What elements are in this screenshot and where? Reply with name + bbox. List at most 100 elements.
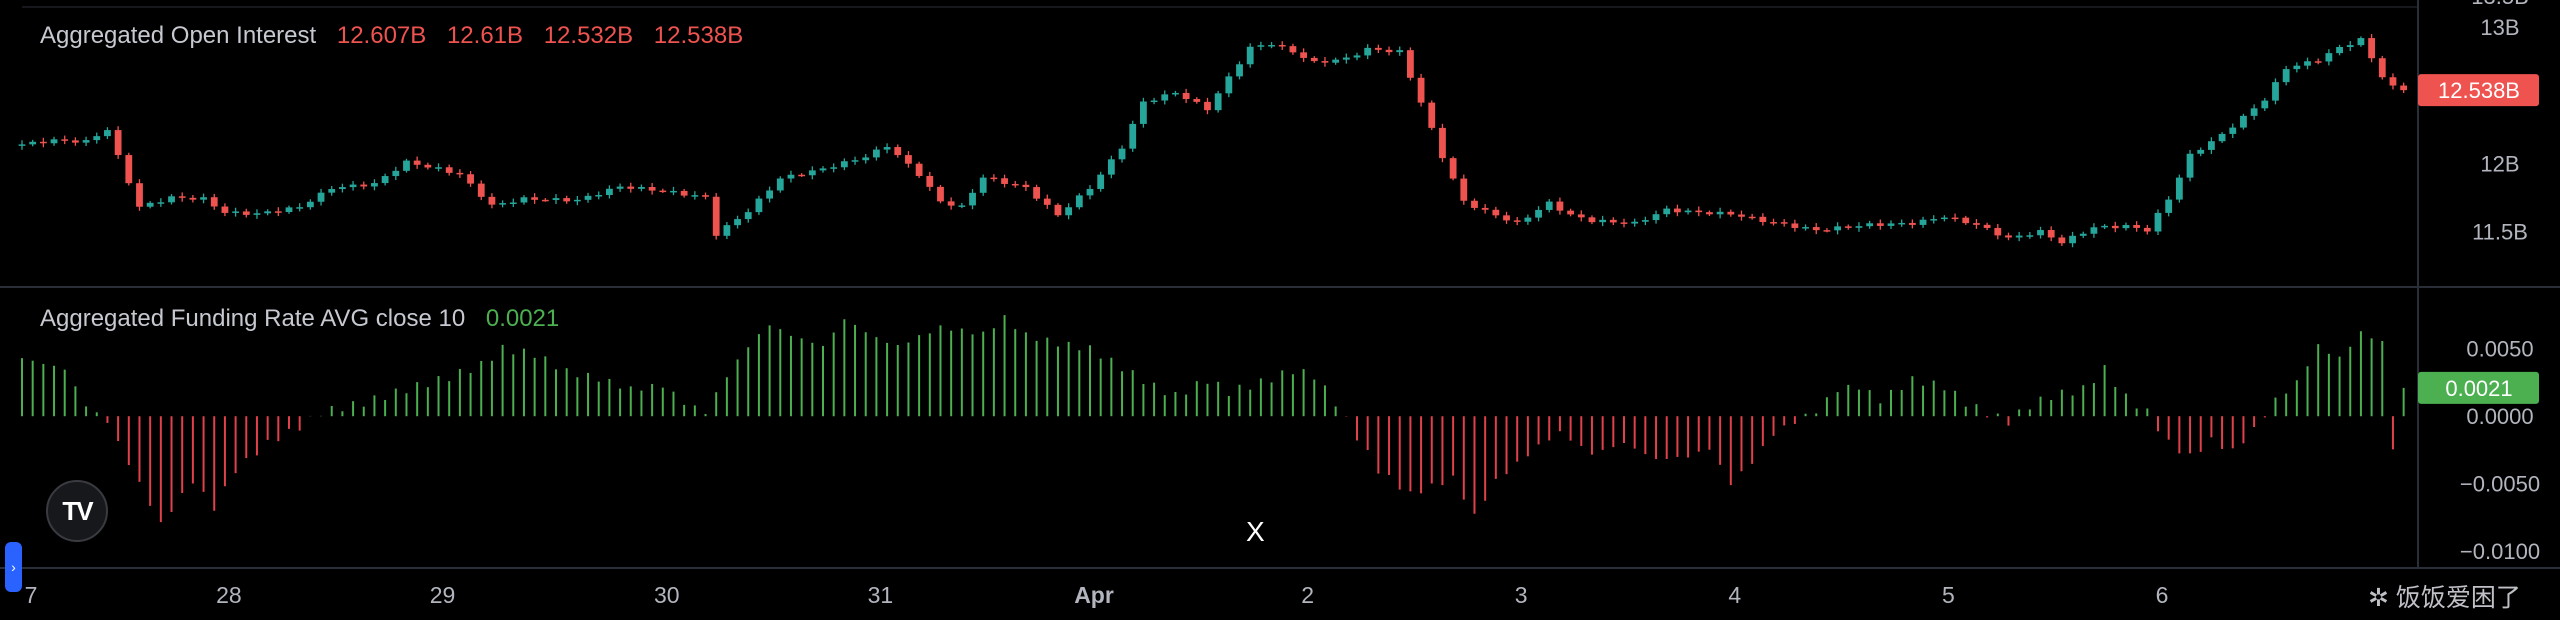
oi-candle-body: [424, 164, 432, 168]
oi-candle-body: [456, 172, 464, 175]
oi-candle-body: [1001, 178, 1008, 184]
pane-handle-icon[interactable]: ›: [5, 542, 22, 592]
time-axis-tick: 6: [2156, 582, 2169, 608]
oi-candle-body: [1492, 209, 1500, 216]
oi-candle-body: [1770, 222, 1777, 224]
oi-axis-tick: 13B: [2480, 15, 2519, 40]
oi-candle-body: [873, 149, 880, 158]
oi-candle-body: [1374, 47, 1382, 50]
oi-candle-body: [1075, 195, 1083, 208]
oi-candle-body: [958, 205, 966, 207]
fr-axis-tick: −0.0050: [2460, 472, 2540, 497]
oi-candle-body: [1823, 230, 1831, 232]
price-axes[interactable]: 13.5B13B12.5B12B11.5B0.00500.0000−0.0050…: [2418, 0, 2540, 564]
oi-candle-body: [2090, 227, 2098, 234]
oi-candle-body: [1065, 207, 1073, 216]
oi-candle-body: [979, 177, 987, 193]
oi-candle-body: [830, 167, 838, 169]
oi-candle-body: [2122, 225, 2130, 229]
oi-candle-body: [1545, 201, 1553, 210]
oi-candle-body: [1759, 216, 1767, 223]
oi-candle-body: [1962, 217, 1970, 224]
oi-candle-body: [1567, 210, 1574, 215]
oi-candle-body: [1449, 158, 1457, 179]
oi-candle-body: [883, 147, 891, 150]
close-icon[interactable]: X: [1246, 516, 1265, 547]
oi-candle-body: [969, 192, 976, 206]
oi-candle-body: [2133, 225, 2141, 228]
oi-candle-body: [2325, 53, 2333, 62]
oi-candle-body: [1129, 123, 1137, 149]
oi-candle-body: [1097, 174, 1105, 189]
oi-candle-body: [1599, 219, 1607, 223]
oi-candle-body: [2400, 85, 2408, 91]
oi-candle-body: [1150, 100, 1158, 103]
oi-candle-body: [798, 174, 806, 177]
oi-candle-body: [1973, 223, 1980, 225]
oi-candle-body: [723, 225, 731, 236]
oi-candle-body: [264, 211, 272, 214]
oi-candle-body: [1193, 99, 1201, 102]
oi-candle-body: [349, 184, 357, 188]
oi-candle-body: [616, 186, 624, 189]
oi-candle-body: [1172, 92, 1179, 95]
oi-candle-body: [905, 155, 912, 164]
oi-candle-body: [1876, 223, 1884, 226]
time-axis-tick: 3: [1515, 582, 1528, 608]
oi-candle-body: [1802, 227, 1809, 229]
oi-candle-body: [2378, 58, 2386, 78]
oi-candle-body: [200, 197, 207, 200]
time-axis-tick: 4: [1728, 582, 1741, 608]
oi-candle-body: [1706, 212, 1713, 215]
time-axis-tick: Apr: [1074, 582, 1114, 608]
oi-candle-body: [2165, 199, 2173, 213]
oi-candle-body: [381, 176, 389, 184]
oi-candle-body: [274, 211, 282, 213]
oi-candle-body: [306, 201, 314, 208]
oi-candle-body: [1941, 217, 1948, 220]
oi-candle-body: [1417, 77, 1425, 103]
oi-candle-body: [1983, 224, 1991, 228]
oi-candle-body: [1674, 208, 1681, 213]
oi-candle-body: [755, 198, 763, 213]
time-axis-tick: 31: [868, 582, 894, 608]
oi-candle-body: [360, 184, 368, 187]
oi-candle-body: [1481, 207, 1489, 210]
oi-candle-body: [2208, 141, 2215, 150]
oi-candle-body: [659, 190, 667, 193]
oi-candle-body: [2197, 149, 2205, 154]
oi-candle-body: [1342, 57, 1350, 60]
fr-legend-value: 0.0021: [485, 305, 560, 332]
oi-legend-title: Aggregated Open Interest: [40, 22, 317, 49]
oi-candle-body: [339, 187, 346, 190]
oi-candle-body: [2314, 61, 2322, 63]
oi-candle-body: [1535, 209, 1542, 218]
oi-candle-body: [808, 170, 816, 176]
oi-candle-body: [1908, 222, 1916, 225]
fr-axis-tick: 0.0000: [2466, 404, 2533, 429]
oi-candle-body: [2389, 77, 2397, 86]
fr-last-value-label: 0.0021: [2445, 376, 2512, 401]
oi-candle-body: [1107, 159, 1115, 175]
oi-candle-body: [136, 183, 143, 207]
oi-candle-body: [1086, 188, 1094, 196]
oi-candle-body: [1951, 217, 1959, 220]
oi-candle-body: [499, 203, 506, 205]
oi-candle-body: [1887, 223, 1895, 226]
time-axis[interactable]: 7 28 29 30 31 Apr 2 3 4 5 6: [25, 582, 2169, 608]
funding-rate-histogram: [21, 315, 2405, 523]
oi-candle-body: [189, 197, 197, 200]
time-axis-tick: 29: [430, 582, 456, 608]
oi-candle-body: [168, 196, 175, 203]
oi-candle-body: [1994, 227, 2002, 236]
oi-candle-body: [1716, 211, 1724, 215]
oi-candle-body: [1898, 222, 1906, 225]
oi-candle-body: [467, 174, 474, 184]
oi-candle-body: [1695, 210, 1703, 213]
tradingview-logo-icon[interactable]: TV: [46, 480, 108, 542]
oi-candle-body: [680, 190, 688, 196]
oi-candle-body: [2357, 38, 2365, 46]
oi-candle-body: [2143, 227, 2151, 232]
oi-candle-body: [1727, 211, 1735, 215]
